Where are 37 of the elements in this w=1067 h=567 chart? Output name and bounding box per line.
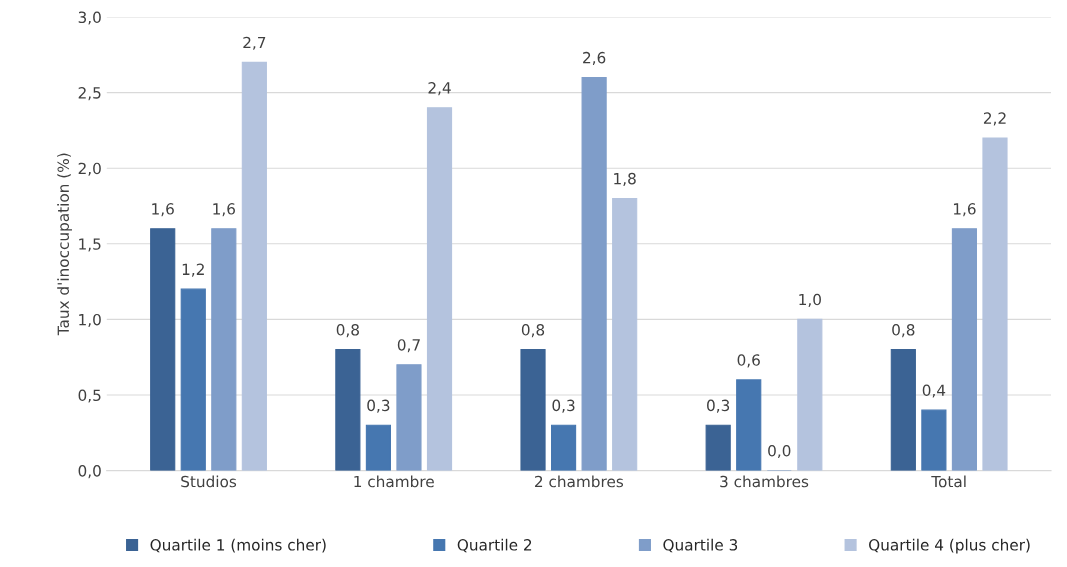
data-label: 0,3 xyxy=(552,399,575,413)
x-tick-label: 3 chambres xyxy=(720,475,809,488)
legend-label: Quartile 3 xyxy=(663,538,738,553)
data-label: 0,3 xyxy=(707,399,730,413)
data-label: 2,2 xyxy=(983,112,1006,126)
legend-label: Quartile 4 (plus cher) xyxy=(869,538,1030,554)
legend-label: Quartile 2 xyxy=(457,538,532,553)
y-tick-label: 0,5 xyxy=(78,389,101,403)
data-label: 0,4 xyxy=(922,384,946,398)
y-tick-label: 2,5 xyxy=(78,87,101,101)
data-label: 0,8 xyxy=(521,324,545,338)
data-label: 0,6 xyxy=(737,354,760,368)
data-label: 2,6 xyxy=(583,51,606,65)
data-label: 0,7 xyxy=(397,339,420,353)
x-tick-label: 1 chambre xyxy=(354,475,434,488)
data-label: 0,8 xyxy=(892,324,915,338)
data-label: 1,8 xyxy=(614,172,636,186)
y-tick-label: 2,0 xyxy=(78,162,101,176)
legend-label: Quartile 1 (moins cher) xyxy=(150,538,326,553)
data-label: 1,6 xyxy=(152,203,174,217)
data-label: 1,6 xyxy=(953,203,976,217)
y-axis-title: Taux d'inoccupation (%) xyxy=(57,153,72,336)
x-tick-label: Studios xyxy=(181,475,237,488)
y-tick-label: 0,0 xyxy=(78,465,101,479)
data-label: 1,0 xyxy=(799,293,821,307)
data-label: 0,0 xyxy=(768,444,791,459)
data-label: 0,8 xyxy=(336,324,359,338)
x-tick-label: Total xyxy=(931,475,966,488)
y-tick-label: 1,0 xyxy=(79,313,101,327)
x-tick-label: 2 chambres xyxy=(535,475,624,488)
y-tick-label: 1,5 xyxy=(79,238,101,252)
data-label: 1,2 xyxy=(182,263,204,277)
data-label: 2,4 xyxy=(428,82,451,96)
data-label: 0,3 xyxy=(367,399,390,413)
y-tick-label: 3,0 xyxy=(78,11,101,25)
data-label: 1,6 xyxy=(213,203,235,217)
data-label: 2,7 xyxy=(243,36,266,50)
